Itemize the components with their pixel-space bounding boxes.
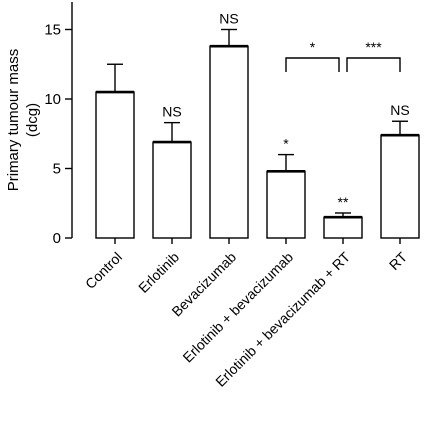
significance-label: NS — [390, 102, 409, 118]
x-tick-label: Control — [82, 249, 125, 292]
significance-label: NS — [162, 104, 181, 120]
comparison-label: * — [310, 39, 316, 55]
x-tick-label: Erlotinib + bevacizumab — [179, 249, 296, 366]
y-tick-label: 15 — [44, 22, 61, 39]
y-axis-title: Primary tumour mass (dcg) — [5, 49, 41, 192]
y-tick-label: 5 — [53, 161, 61, 178]
significance-label: ** — [338, 194, 349, 210]
comparison-brackets: * *** — [285, 39, 401, 72]
comparison-label: *** — [365, 39, 382, 55]
comparison-bracket — [346, 57, 401, 72]
axes — [71, 2, 401, 244]
x-tick-label: Erlotinib — [135, 249, 182, 296]
y-ticks: 0 5 10 15 — [44, 22, 72, 247]
significance-label: * — [283, 136, 289, 152]
bar — [209, 45, 249, 239]
y-tick-label: 10 — [44, 91, 61, 108]
error-bars — [107, 28, 408, 218]
comparison-bracket — [285, 57, 340, 72]
significance-label: NS — [219, 11, 238, 27]
bars — [95, 44, 420, 239]
bar — [380, 134, 420, 239]
bar — [152, 141, 192, 239]
y-axis-title-main: Primary tumour mass — [5, 49, 22, 192]
bar — [323, 216, 363, 239]
y-tick-label: 0 — [53, 230, 61, 247]
bar — [95, 91, 135, 239]
x-tick-label: RT — [386, 248, 411, 273]
bar — [266, 170, 306, 239]
y-axis-title-unit: (dcg) — [24, 103, 41, 137]
